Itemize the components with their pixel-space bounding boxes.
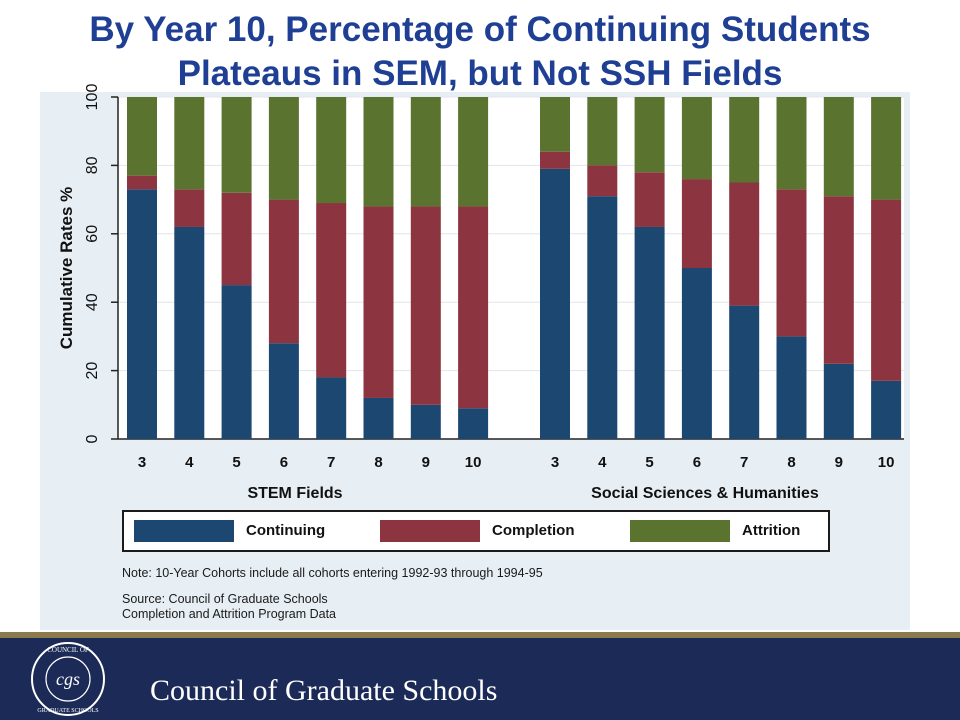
bar-continuing [729,305,760,439]
bar-completion [316,203,347,378]
bar-continuing [458,408,489,439]
bar-completion [729,182,760,306]
bar-attrition [871,97,902,200]
bar-continuing [268,343,299,439]
x-tick-label: 7 [740,454,748,471]
bar-completion [458,206,489,409]
bar-completion [127,175,157,190]
seal-mid-text: cgs [56,669,80,689]
legend-swatch-continuing [134,520,234,542]
bar-continuing [587,196,618,439]
title-line-2: Plateaus in SEM, but Not SSH Fields [177,54,783,93]
x-tick-label: 10 [878,454,895,471]
bar-completion [174,189,205,227]
bar-continuing [410,404,441,439]
bar-completion [221,192,252,286]
legend-swatch-attrition [630,520,730,542]
y-tick-label: 20 [84,362,101,380]
bar-completion [871,199,902,381]
bar-attrition [127,97,157,176]
x-tick-label: 6 [693,454,701,471]
group-label: STEM Fields [247,485,342,502]
legend-label-attrition: Attrition [742,522,801,539]
bar-completion [587,165,618,197]
bar-completion [363,206,394,398]
x-tick-label: 8 [787,454,795,471]
y-tick-label: 0 [84,434,101,443]
footer-bar [0,632,960,720]
bar-completion [823,196,854,364]
bar-attrition [587,97,618,166]
chart-note: Note: 10-Year Cohorts include all cohort… [122,566,543,580]
x-tick-label: 5 [645,454,653,471]
footer-org-name: Council of Graduate Schools [150,674,498,707]
footer-accent-strip [0,632,960,638]
bar-continuing [174,226,205,439]
bar-completion [634,172,665,227]
bar-attrition [681,97,712,180]
bar-completion [268,199,299,344]
x-tick-label: 9 [835,454,843,471]
x-tick-label: 4 [598,454,607,471]
bar-completion [776,189,807,337]
seal-bottom-text: GRADUATE SCHOOLS [37,708,98,714]
x-tick-label: 4 [185,454,194,471]
bar-continuing [221,285,252,439]
x-tick-label: 5 [232,454,240,471]
bar-attrition [410,97,441,207]
x-tick-label: 3 [551,454,559,471]
bar-attrition [634,97,665,173]
bar-attrition [458,97,489,207]
seal-top-text: COUNCIL OF [47,646,89,654]
bar-attrition [268,97,299,200]
bar-continuing [871,380,902,439]
x-tick-label: 8 [374,454,382,471]
bar-continuing [363,397,394,439]
y-tick-label: 60 [84,225,101,243]
source-line-2: Completion and Attrition Program Data [122,607,336,621]
legend-label-continuing: Continuing [246,522,326,539]
bar-continuing [776,336,807,439]
x-tick-label: 3 [138,454,146,471]
title-line-1: By Year 10, Percentage of Continuing Stu… [89,10,871,49]
y-axis-label: Cumulative Rates % [57,187,76,350]
bar-attrition [729,97,760,183]
y-tick-label: 100 [84,84,101,111]
bar-continuing [681,268,712,439]
y-tick-label: 80 [84,156,101,174]
legend-swatch-completion [380,520,480,542]
bar-attrition [316,97,347,204]
bar-attrition [776,97,807,190]
bar-completion [681,179,712,268]
bar-continuing [634,226,665,439]
bar-attrition [221,97,252,193]
bar-continuing [540,168,570,439]
x-tick-label: 10 [465,454,482,471]
bar-attrition [823,97,854,197]
bar-attrition [363,97,394,207]
bar-attrition [540,97,570,152]
bar-continuing [316,377,347,439]
source-line-1: Source: Council of Graduate Schools [122,592,328,606]
x-tick-label: 7 [327,454,335,471]
bar-completion [410,206,441,405]
y-tick-label: 40 [84,293,101,311]
legend-label-completion: Completion [492,522,575,539]
chart-legend: Continuing Completion Attrition [122,510,830,552]
cgs-seal-logo: COUNCIL OF cgs GRADUATE SCHOOLS [31,642,105,716]
x-tick-label: 9 [422,454,430,471]
bar-attrition [174,97,205,190]
bar-continuing [127,189,157,439]
chart-title: By Year 10, Percentage of Continuing Stu… [0,8,960,96]
x-tick-label: 6 [280,454,288,471]
bar-completion [540,151,570,169]
group-label: Social Sciences & Humanities [591,485,819,502]
bar-continuing [823,363,854,439]
